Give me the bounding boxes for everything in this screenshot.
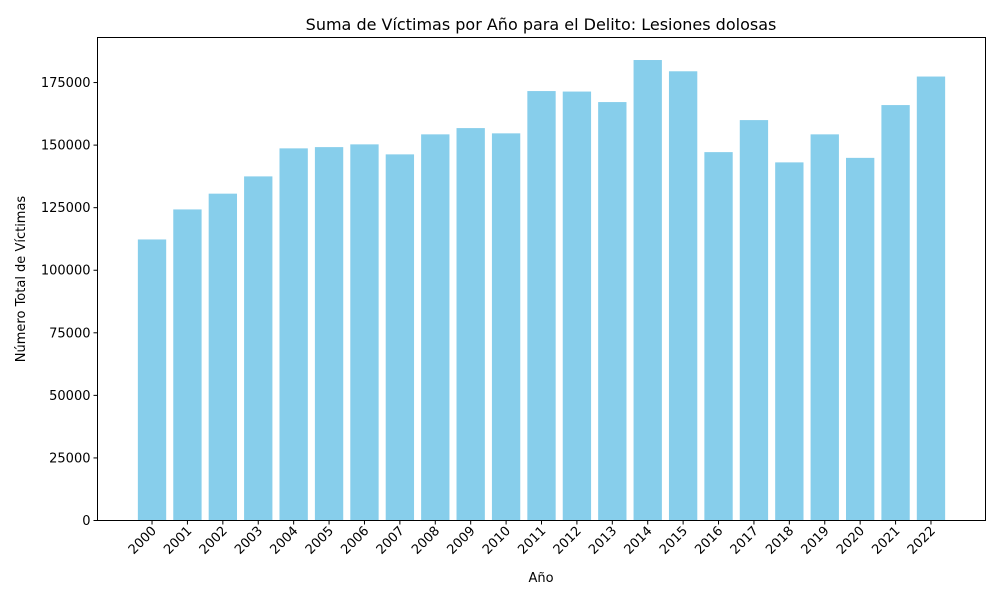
bar-2014 — [633, 60, 662, 521]
x-tick-label: 2003 — [232, 524, 266, 558]
x-tick-label: 2004 — [267, 524, 301, 558]
y-tick-label: 100000 — [41, 264, 91, 279]
x-tick-label: 2012 — [551, 524, 585, 558]
plot-frame — [97, 37, 986, 521]
x-axis: 2000 2001 2002 2003 2004 2005 2006 2007 2008 2009… — [126, 520, 939, 558]
x-tick-label: 2006 — [338, 524, 372, 558]
bar-2020 — [846, 157, 875, 521]
x-tick-label: 2007 — [374, 524, 408, 558]
bar-2017 — [739, 120, 769, 521]
x-tick-label: 2000 — [126, 524, 160, 558]
x-tick-label: 2010 — [480, 524, 514, 558]
chart-title: Suma de Víctimas por Año para el Delito:… — [306, 15, 777, 34]
bars-group — [137, 60, 946, 521]
x-tick-label: 2014 — [622, 524, 656, 558]
y-tick-label: 25000 — [49, 451, 90, 466]
x-tick-label: 2001 — [161, 524, 195, 558]
x-tick-label: 2021 — [869, 524, 903, 558]
y-tick-label: 150000 — [41, 139, 91, 154]
bar-2001 — [173, 209, 202, 521]
bar-2019 — [810, 134, 839, 521]
y-tick-label: 0 — [82, 514, 90, 529]
bar-2015 — [668, 71, 698, 521]
bar-2018 — [775, 162, 804, 521]
x-tick-label: 2015 — [657, 524, 691, 558]
bar-2008 — [421, 134, 450, 521]
y-tick-label: 50000 — [49, 389, 90, 404]
bar-2005 — [314, 147, 344, 521]
bar-2022 — [916, 76, 946, 521]
y-axis-title: Número Total de Víctimas — [14, 196, 29, 363]
x-tick-label: 2009 — [445, 524, 479, 558]
y-tick-label: 175000 — [41, 76, 91, 91]
bar-2007 — [385, 154, 415, 521]
x-tick-label: 2005 — [303, 524, 337, 558]
bar-2010 — [491, 133, 521, 521]
bar-2003 — [244, 176, 273, 521]
bar-2021 — [881, 105, 910, 521]
x-tick-label: 2011 — [515, 524, 549, 558]
y-tick-label: 75000 — [49, 326, 90, 341]
bar-2016 — [704, 152, 733, 521]
x-tick-label: 2018 — [763, 524, 797, 558]
bar-2012 — [562, 91, 592, 521]
x-tick-label: 2016 — [692, 524, 726, 558]
x-tick-label: 2013 — [586, 524, 620, 558]
bar-2002 — [208, 193, 238, 521]
bar-2013 — [598, 102, 627, 521]
bar-2004 — [279, 148, 308, 521]
bar-2009 — [456, 128, 485, 521]
bar-2000 — [137, 239, 167, 521]
bar-2006 — [350, 144, 379, 521]
x-tick-label: 2022 — [905, 524, 939, 558]
x-tick-label: 2017 — [728, 524, 762, 558]
x-tick-label: 2020 — [834, 524, 868, 558]
x-tick-label: 2008 — [409, 524, 443, 558]
bar-2011 — [527, 91, 556, 521]
x-axis-title: Año — [528, 571, 553, 586]
y-axis: 0 25000 50000 75000 100000 125000 150000 175000 — [41, 76, 98, 529]
x-tick-label: 2002 — [197, 524, 231, 558]
x-tick-label: 2019 — [799, 524, 833, 558]
y-tick-label: 125000 — [41, 201, 91, 216]
